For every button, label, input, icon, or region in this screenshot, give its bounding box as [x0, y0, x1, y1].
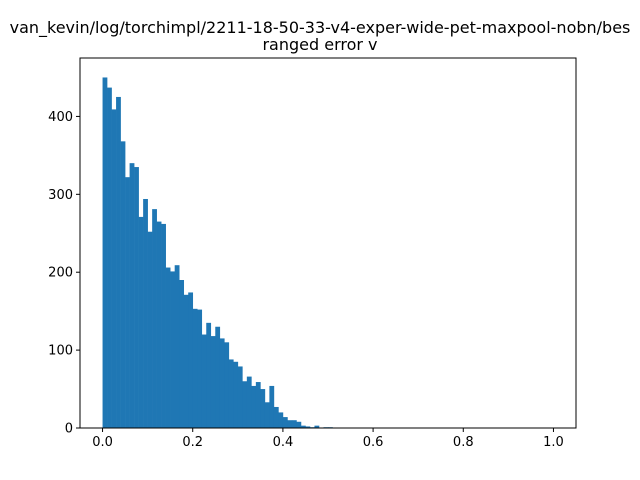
histogram-bar	[273, 406, 279, 428]
histogram-bar	[197, 309, 203, 428]
y-tick-label: 400	[48, 110, 73, 125]
y-tick-label: 100	[48, 344, 73, 359]
histogram-bar	[269, 385, 275, 428]
histogram-bar	[296, 421, 302, 428]
histogram-bar	[278, 412, 284, 428]
histogram-bar	[206, 322, 212, 428]
histogram-bar	[255, 382, 261, 428]
histogram-bar	[152, 209, 157, 428]
histogram-bar	[300, 425, 306, 428]
histogram-bar	[201, 334, 207, 428]
histogram-bar	[192, 308, 198, 428]
histogram-bar	[120, 141, 126, 428]
histogram-bar	[242, 381, 248, 428]
histogram-bar	[170, 271, 175, 428]
histogram-bar	[251, 385, 257, 428]
y-tick-label: 200	[48, 266, 73, 281]
histogram-bar	[183, 294, 189, 428]
histogram-bar	[125, 177, 130, 428]
histogram-bar	[210, 336, 216, 428]
histogram-bar	[102, 77, 108, 428]
histogram-bar	[116, 96, 121, 428]
chart-title-line-2: ranged error v	[262, 35, 377, 54]
histogram-bar	[233, 361, 239, 428]
histogram-bar	[156, 221, 162, 428]
histogram-bar	[215, 326, 221, 428]
histogram-bar	[264, 402, 270, 428]
y-tick-label: 300	[48, 188, 73, 203]
histogram-bar	[260, 389, 266, 428]
histogram-bar	[287, 420, 293, 428]
histogram-bar	[107, 87, 112, 428]
plot-frame	[79, 57, 577, 429]
histogram-bar	[188, 292, 194, 428]
histogram-bar	[138, 216, 144, 428]
histogram-bar	[174, 265, 180, 428]
histogram-bar	[143, 198, 148, 428]
x-tick-label: 0.8	[453, 435, 474, 450]
histogram-bar	[246, 376, 252, 428]
histogram-bar	[305, 426, 311, 428]
histogram-bar	[228, 359, 234, 428]
x-tick-label: 0.4	[273, 435, 294, 450]
histogram-bar	[165, 267, 171, 428]
y-axis-ticks: 0 100 200 300 400	[48, 110, 80, 437]
histogram-bar	[291, 420, 297, 428]
x-axis-ticks: 0.0 0.2 0.4 0.6 0.8 1.0	[92, 428, 564, 450]
histogram-bar	[282, 417, 288, 428]
chart-title-line-1: van_kevin/log/torchimpl/2211-18-50-33-v4…	[10, 18, 631, 38]
x-tick-label: 0.6	[363, 435, 384, 450]
histogram-bar	[224, 342, 230, 428]
chart-title: van_kevin/log/torchimpl/2211-18-50-33-v4…	[10, 18, 631, 54]
histogram-bar	[314, 425, 320, 428]
histogram-bar	[161, 223, 166, 428]
x-tick-label: 0.0	[92, 435, 113, 450]
histogram-bar	[134, 167, 139, 429]
histogram-bar	[129, 163, 135, 428]
histogram-bar	[147, 231, 153, 428]
histogram-bar	[111, 109, 117, 428]
histogram-bars	[102, 77, 333, 429]
histogram-bar	[219, 338, 225, 428]
histogram-bar	[179, 280, 185, 428]
x-tick-label: 0.2	[182, 435, 203, 450]
x-tick-label: 1.0	[543, 435, 564, 450]
histogram-bar	[237, 366, 243, 428]
y-tick-label: 0	[65, 422, 73, 437]
